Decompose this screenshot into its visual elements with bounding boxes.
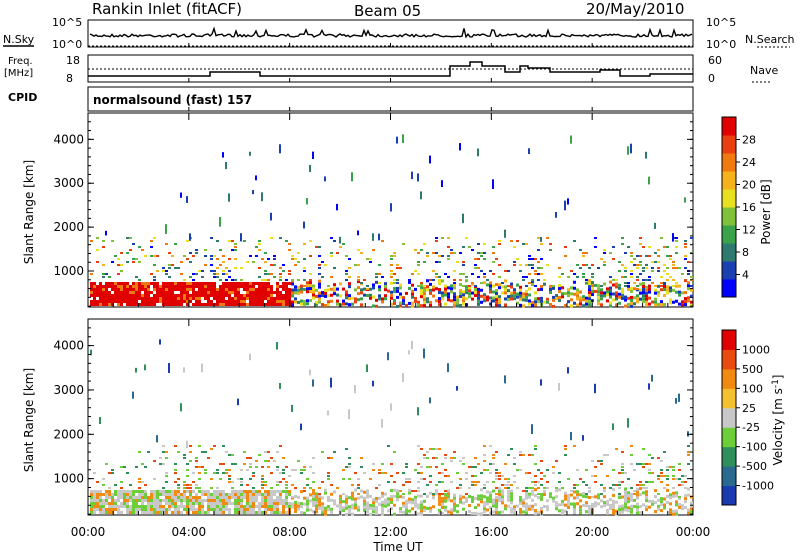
velocity-colorbar-tick-label: 25	[742, 402, 756, 415]
velocity-colorbar-segment	[722, 388, 736, 409]
nave-trace	[88, 61, 693, 77]
velocity-colorbar-segment	[722, 349, 736, 370]
nsky-right-tick-top: 10^5	[706, 16, 736, 29]
velocity-colorbar-label: Velocity [m s-1]	[771, 375, 785, 466]
cpid-label: CPID	[8, 91, 37, 104]
nsearch-label: N.Search	[745, 33, 795, 46]
x-tick-label: 20:00	[575, 525, 610, 539]
velocity-ylabel: Slant Range [km]	[22, 368, 36, 472]
power-colorbar-segment	[722, 117, 736, 136]
power-colorbar-tick-label: 4	[742, 269, 749, 282]
velocity-ytick-label: 1000	[53, 472, 84, 486]
velocity-colorbar-tick-label: -25	[742, 421, 760, 434]
time-axis: 00:00 04:00 08:00 12:00 16:00 20:00 00:00	[71, 43, 711, 539]
nsky-tick-bottom: 10^0	[52, 38, 82, 51]
velocity-colorbar-tick-label: 1000	[742, 343, 770, 356]
velocity-colorbar-segment	[722, 330, 736, 350]
x-tick-label: 12:00	[373, 525, 408, 539]
date-title: 20/May/2010	[586, 0, 684, 18]
power-colorbar-segment	[722, 207, 736, 226]
nsky-right-tick-bottom: 10^0	[706, 38, 736, 51]
nave-label: Nave	[750, 64, 778, 77]
x-tick-label: 00:00	[71, 525, 106, 539]
nave-tick-top: 60	[708, 54, 722, 67]
freq-tick-bottom: 8	[66, 72, 73, 85]
nsky-label: N.Sky	[3, 33, 35, 46]
x-axis-label: Time UT	[372, 540, 423, 554]
power-colorbar-tick-label: 20	[742, 179, 756, 192]
power-colorbar-segment	[722, 153, 736, 172]
power-ytick-label: 2000	[53, 220, 84, 234]
velocity-colorbar-tick-label: -100	[742, 441, 767, 454]
velocity-colorbar	[721, 329, 737, 506]
x-tick-label: 08:00	[272, 525, 307, 539]
velocity-scatter	[90, 339, 693, 516]
velocity-colorbar-tick-label: 500	[742, 363, 763, 376]
cpid-value: normalsound (fast) 157	[93, 93, 252, 107]
freq-tick-top: 18	[66, 54, 80, 67]
velocity-colorbar-ticks: 1000 500 100 25 -25 -100 -500 -1000	[736, 343, 774, 493]
velocity-colorbar-segment	[722, 368, 736, 389]
power-colorbar-tick-label: 8	[742, 246, 749, 259]
velocity-colorbar-segment	[722, 427, 736, 448]
power-scatter	[90, 134, 693, 308]
velocity-ytick-label: 3000	[53, 383, 84, 397]
power-colorbar-tick-label: 28	[742, 134, 756, 147]
power-colorbar-tick-label: 16	[742, 201, 756, 214]
velocity-panel	[87, 318, 694, 516]
nsky-tick-top: 10^5	[52, 16, 82, 29]
velocity-ytick-label: 2000	[53, 427, 84, 441]
x-tick-label: 04:00	[172, 525, 207, 539]
freq-label-line1: Freq.	[8, 56, 33, 67]
station-title: Rankin Inlet (fitACF)	[92, 0, 242, 18]
velocity-colorbar-tick-label: 100	[742, 382, 763, 395]
power-colorbar-segment	[722, 171, 736, 190]
power-colorbar-segment	[722, 243, 736, 262]
power-colorbar-segment	[722, 279, 736, 298]
velocity-colorbar-segment	[722, 407, 736, 428]
power-y-axis: 1000 2000 3000 4000	[53, 121, 693, 307]
power-colorbar-label: Power [dB]	[759, 179, 773, 244]
power-colorbar	[721, 116, 737, 298]
power-colorbar-segment	[722, 225, 736, 244]
power-colorbar-tick-label: 24	[742, 156, 756, 169]
power-ytick-label: 3000	[53, 176, 84, 190]
freq-label-line2: [MHz]	[4, 68, 33, 79]
power-ytick-label: 4000	[53, 132, 84, 146]
nsky-panel	[87, 19, 694, 48]
power-ytick-label: 1000	[53, 264, 84, 278]
beam-title: Beam 05	[354, 2, 421, 20]
power-ylabel: Slant Range [km]	[22, 160, 36, 264]
velocity-colorbar-segment	[722, 485, 736, 506]
x-tick-label: 16:00	[474, 525, 509, 539]
power-colorbar-segment	[722, 135, 736, 154]
velocity-colorbar-tick-label: -1000	[742, 480, 774, 493]
power-colorbar-tick-label: 12	[742, 224, 756, 237]
power-colorbar-segment	[722, 189, 736, 208]
freq-panel	[87, 54, 694, 83]
velocity-colorbar-tick-label: -500	[742, 460, 767, 473]
velocity-colorbar-segment	[722, 466, 736, 487]
velocity-ytick-label: 4000	[53, 339, 84, 353]
nave-tick-bottom: 0	[708, 72, 715, 85]
x-tick-label: 00:00	[676, 525, 711, 539]
power-colorbar-segment	[722, 261, 736, 280]
power-colorbar-ticks: 28 24 20 16 12 8 4	[736, 134, 756, 282]
velocity-y-axis: 1000 2000 3000 4000	[53, 327, 693, 515]
velocity-colorbar-segment	[722, 446, 736, 467]
